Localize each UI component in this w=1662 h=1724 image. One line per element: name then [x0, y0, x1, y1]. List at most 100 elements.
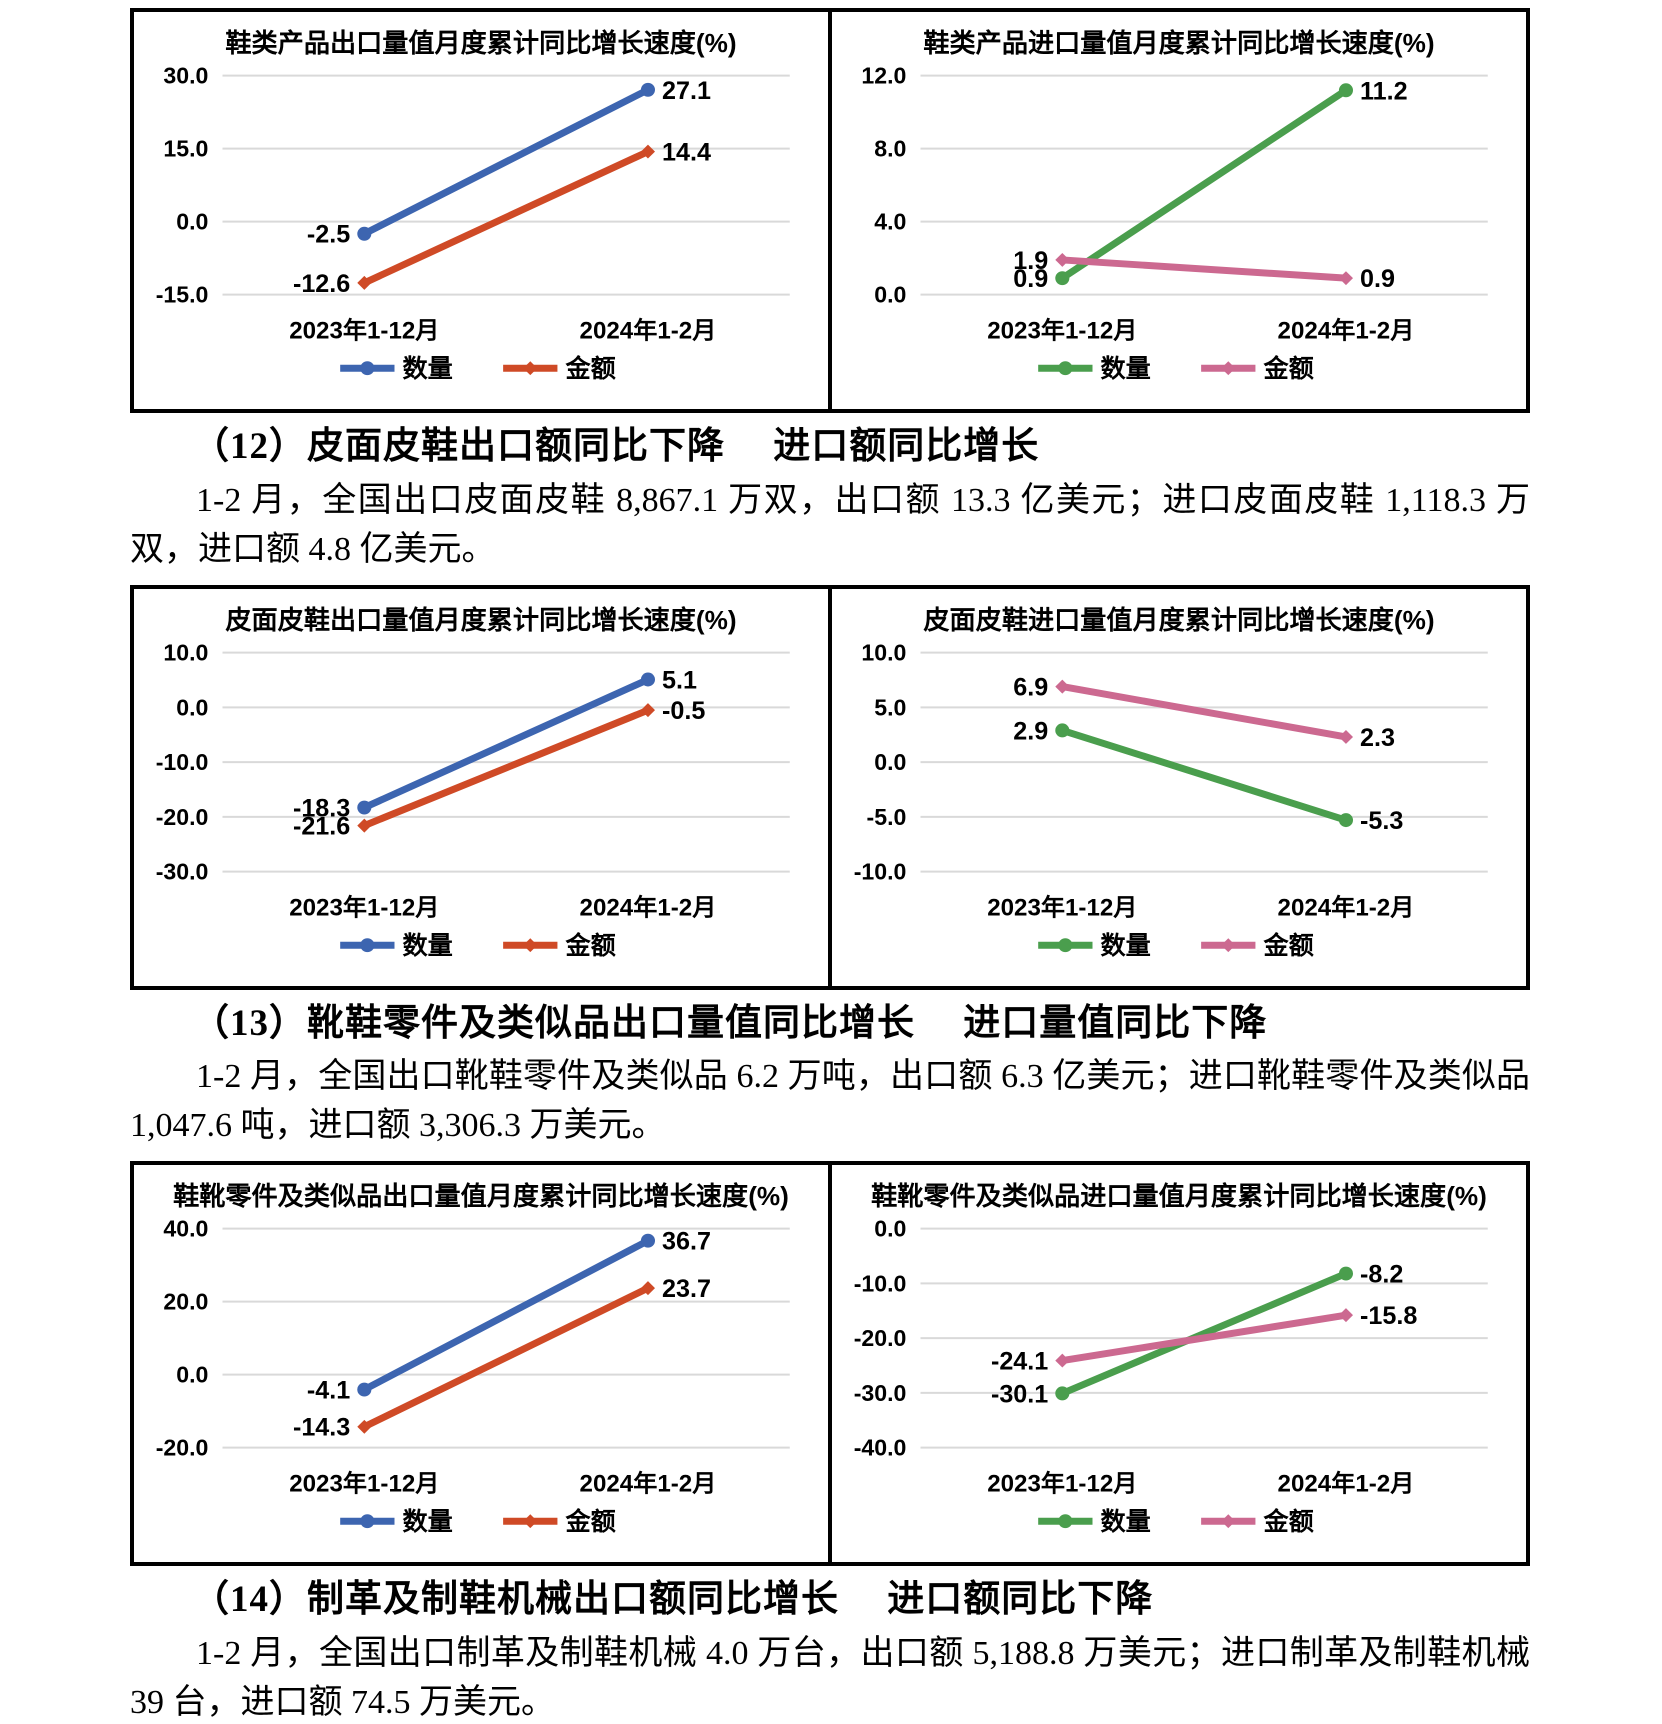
marker-circle	[357, 800, 372, 815]
section-13-heading: （13）靴鞋零件及类似品出口量值同比增长 进口量值同比下降	[192, 1002, 1268, 1044]
marker-circle	[1058, 937, 1073, 952]
chart-footwear-import-growth: 12.0 8.0 4.0 0.0 鞋类产品进口量值月度累计同比增长速度(%) 2023年1…	[828, 12, 1526, 409]
y-tick-label: 4.0	[874, 209, 906, 235]
y-tick-label: 5.0	[874, 694, 906, 720]
marker-circle	[1055, 722, 1070, 737]
data-label: -5.3	[1360, 807, 1403, 835]
marker-circle	[360, 1514, 375, 1529]
chart-leather-shoes-import-growth: 10.0 5.0 0.0 -5.0 -10.0 皮面皮鞋进口量值月度累计同比增长速度(%)…	[828, 588, 1526, 986]
x-category-label: 2024年1-2月	[580, 893, 717, 921]
y-tick-label: 8.0	[874, 136, 906, 162]
y-tick-label: 20.0	[163, 1289, 208, 1315]
line-chart-shoe-parts-import: 0.0 -10.0 -20.0 -30.0 -40.0 鞋靴零件及类似品进口量值月度累计同…	[854, 1181, 1488, 1536]
chart-title: 鞋靴零件及类似品进口量值月度累计同比增长速度(%)	[871, 1181, 1487, 1211]
marker-circle	[1338, 1266, 1354, 1281]
marker-diamond	[523, 937, 538, 952]
chart-title: 皮面皮鞋出口量值月度累计同比增长速度(%)	[225, 604, 736, 634]
data-label: -0.5	[662, 697, 705, 725]
marker-circle	[1338, 812, 1354, 827]
y-tick-label: -5.0	[867, 803, 907, 829]
data-label: -21.6	[293, 812, 350, 840]
y-tick-label: -20.0	[156, 1435, 209, 1461]
data-label: -14.3	[293, 1414, 350, 1442]
y-tick-label: 0.0	[874, 749, 906, 775]
x-category-label: 2023年1-12月	[289, 1470, 439, 1498]
data-label: 2.3	[1360, 724, 1395, 752]
line-chart-footwear-export: 30.0 15.0 0.0 -15.0 鞋类产品出口量值月度累计同比增长速度(%) 202…	[156, 28, 790, 383]
chart-title: 鞋类产品进口量值月度累计同比增长速度(%)	[923, 28, 1434, 58]
y-tick-label: 10.0	[163, 639, 208, 665]
y-tick-label: -20.0	[854, 1325, 907, 1351]
data-label: 36.7	[662, 1228, 711, 1256]
data-label: 27.1	[662, 77, 711, 105]
marker-circle	[640, 82, 656, 97]
chart-row-leather-shoes: 10.0 0.0 -10.0 -20.0 -30.0 皮面皮鞋出口量值月度累计同比增长速度…	[130, 584, 1530, 990]
y-tick-label: 0.0	[874, 1216, 906, 1242]
data-label: -12.6	[293, 270, 350, 298]
marker-circle	[1055, 1386, 1070, 1401]
series-line-0	[360, 1237, 652, 1394]
legend-label: 数量	[1101, 1508, 1151, 1536]
marker-diamond	[357, 1419, 372, 1434]
section-13-paragraph: 1-2 月，全国出口靴鞋零件及类似品 6.2 万吨，出口额 6.3 亿美元；进口…	[130, 1058, 1530, 1145]
marker-circle	[357, 226, 372, 241]
y-tick-label: 0.0	[176, 694, 208, 720]
data-label: -30.1	[991, 1381, 1048, 1409]
data-label: 23.7	[662, 1275, 711, 1303]
marker-diamond	[1221, 1514, 1236, 1529]
data-label: -18.3	[293, 794, 350, 822]
marker-circle	[640, 672, 656, 687]
chart-title: 皮面皮鞋进口量值月度累计同比增长速度(%)	[923, 604, 1434, 634]
data-label: 14.4	[662, 139, 711, 167]
line-chart-footwear-import: 12.0 8.0 4.0 0.0 鞋类产品进口量值月度累计同比增长速度(%) 2023年1…	[861, 28, 1488, 383]
data-label: -24.1	[991, 1348, 1048, 1376]
marker-diamond	[1338, 1308, 1354, 1323]
x-category-label: 2024年1-2月	[1278, 1470, 1415, 1498]
series-line-0	[1058, 86, 1350, 282]
series-line-0	[360, 675, 652, 811]
legend-label: 金额	[564, 931, 615, 960]
legend-label: 金额	[1262, 931, 1313, 960]
y-tick-label: -15.0	[156, 282, 209, 308]
marker-diamond	[1221, 937, 1236, 952]
y-tick-label: 0.0	[176, 1362, 208, 1388]
series-line-0	[1058, 726, 1350, 824]
marker-circle	[640, 1233, 656, 1248]
y-tick-label: 12.0	[861, 63, 906, 89]
legend-label: 金额	[1262, 354, 1313, 383]
marker-diamond	[1055, 1353, 1070, 1368]
x-category-label: 2023年1-12月	[289, 316, 439, 344]
data-label: -4.1	[307, 1377, 350, 1405]
x-category-label: 2023年1-12月	[987, 893, 1137, 921]
series-line-0	[360, 86, 652, 238]
data-label: -15.8	[1360, 1302, 1417, 1330]
section-14-heading: （14）制革及制鞋机械出口额同比增长 进口额同比下降	[192, 1579, 1154, 1621]
chart-title: 鞋靴零件及类似品出口量值月度累计同比增长速度(%)	[173, 1181, 789, 1211]
legend-label: 数量	[403, 932, 453, 960]
series-line-1	[360, 706, 652, 829]
marker-diamond	[1338, 729, 1354, 744]
data-label: 2.9	[1013, 717, 1048, 745]
x-category-label: 2024年1-2月	[580, 316, 717, 344]
x-category-label: 2024年1-2月	[1278, 893, 1415, 921]
series-line-1	[360, 1284, 652, 1431]
marker-diamond	[1055, 252, 1070, 267]
data-label: 0.9	[1360, 265, 1395, 293]
chart-row-footwear: 30.0 15.0 0.0 -15.0 鞋类产品出口量值月度累计同比增长速度(%) 202…	[130, 8, 1530, 413]
legend-label: 金额	[564, 354, 615, 383]
series-line-1	[360, 148, 652, 287]
marker-circle	[360, 937, 375, 952]
series-line-1	[1058, 256, 1350, 282]
line-chart-leather-shoes-export: 10.0 0.0 -10.0 -20.0 -30.0 皮面皮鞋出口量值月度累计同比增长速度…	[156, 604, 790, 960]
legend-label: 数量	[403, 355, 453, 383]
marker-diamond	[357, 818, 372, 833]
x-category-label: 2023年1-12月	[289, 893, 439, 921]
chart-footwear-export-growth: 30.0 15.0 0.0 -15.0 鞋类产品出口量值月度累计同比增长速度(%) 202…	[134, 12, 828, 409]
marker-diamond	[1055, 679, 1070, 694]
series-line-0	[1058, 1270, 1350, 1398]
y-tick-label: -10.0	[854, 858, 907, 884]
data-label: -2.5	[307, 221, 350, 249]
legend-label: 金额	[564, 1507, 615, 1536]
chart-leather-shoes-export-growth: 10.0 0.0 -10.0 -20.0 -30.0 皮面皮鞋出口量值月度累计同比增长速度…	[134, 589, 828, 986]
